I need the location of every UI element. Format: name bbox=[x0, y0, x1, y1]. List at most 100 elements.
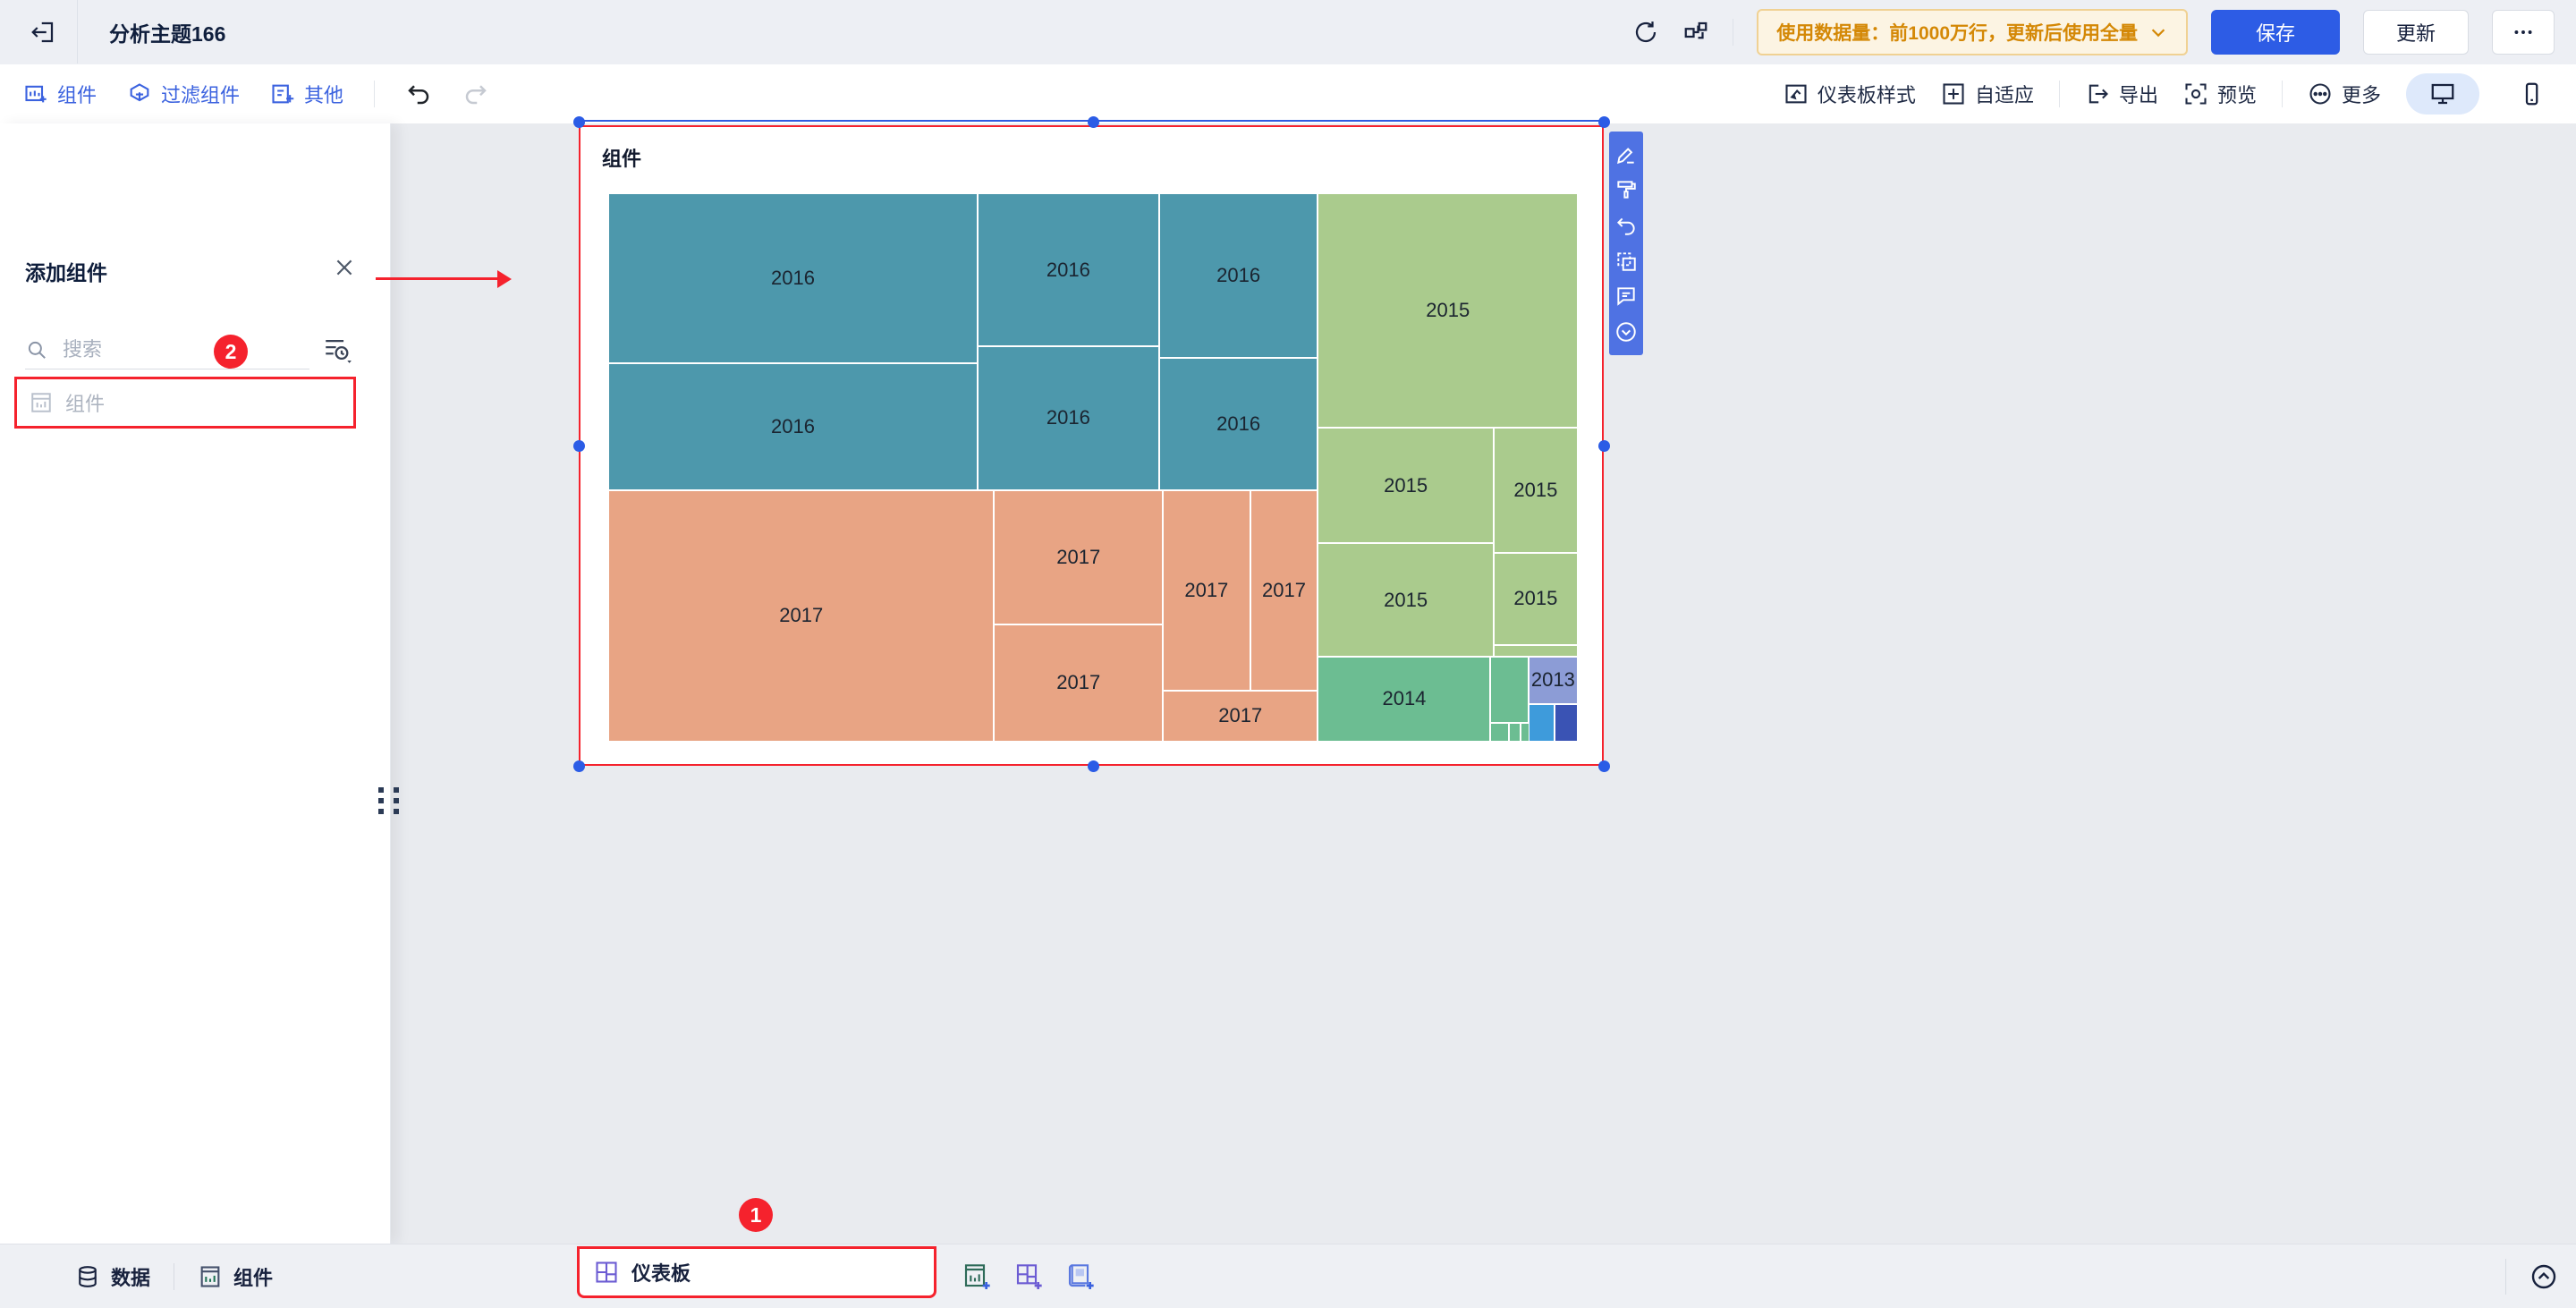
panel-resize-handle[interactable] bbox=[374, 786, 402, 816]
treemap-node[interactable] bbox=[1554, 703, 1578, 742]
add-component-panel: 添加组件 组件 bbox=[0, 123, 399, 1244]
treemap-node[interactable]: 2016 bbox=[978, 346, 1159, 490]
update-button[interactable]: 更新 bbox=[2363, 9, 2469, 55]
treemap-node[interactable]: 2015 bbox=[1318, 543, 1494, 657]
topbar-divider bbox=[77, 0, 78, 64]
treemap-node[interactable]: 2016 bbox=[608, 193, 978, 364]
adaptive-label: 自适应 bbox=[1974, 84, 2034, 106]
chart-tab-icon bbox=[198, 1264, 223, 1289]
revert-icon[interactable] bbox=[1614, 214, 1638, 237]
treemap: 2016 2016 2016 2016 2016 2016 2017 2017 2017 2017… bbox=[608, 193, 1578, 742]
top-bar: 分析主题166 使用数据量：前1000万行，更新后使用全量 保存 更新 bbox=[0, 0, 2576, 65]
treemap-node[interactable] bbox=[1528, 703, 1555, 742]
data-volume-banner[interactable]: 使用数据量：前1000万行，更新后使用全量 bbox=[1757, 8, 2188, 55]
add-report-tab-icon[interactable] bbox=[1066, 1262, 1095, 1291]
toolbar-separator bbox=[2058, 81, 2060, 107]
treemap-node[interactable] bbox=[1493, 645, 1578, 657]
format-brush-icon[interactable] bbox=[1614, 178, 1638, 201]
treemap-component[interactable]: 组件 2016 2016 2016 2016 2016 2016 2017 2017 2017 2… bbox=[579, 125, 1604, 766]
treemap-node[interactable] bbox=[1509, 722, 1521, 742]
adaptive-icon bbox=[1941, 81, 1966, 106]
treemap-node[interactable]: 2015 bbox=[1318, 428, 1494, 544]
step-badge-2: 2 bbox=[214, 335, 248, 369]
toolbar-separator bbox=[2281, 81, 2283, 107]
comment-icon[interactable] bbox=[1614, 285, 1638, 308]
resize-handle-se[interactable] bbox=[1598, 760, 1610, 772]
copy-icon[interactable] bbox=[1614, 250, 1638, 273]
bottombar-right-separator bbox=[2505, 1259, 2506, 1295]
resize-handle-w[interactable] bbox=[573, 440, 585, 452]
resize-handle-ne[interactable] bbox=[1598, 116, 1610, 128]
save-button[interactable]: 保存 bbox=[2211, 9, 2340, 55]
add-dashboard-tab-icon[interactable] bbox=[1014, 1262, 1043, 1291]
tab-data-label: 数据 bbox=[111, 1267, 151, 1289]
search-input[interactable] bbox=[61, 337, 322, 362]
treemap-node[interactable]: 2016 bbox=[978, 193, 1159, 347]
adaptive-button[interactable]: 自适应 bbox=[1941, 80, 2034, 108]
resize-handle-e[interactable] bbox=[1598, 440, 1610, 452]
tab-data[interactable]: 数据 bbox=[75, 1262, 150, 1291]
treemap-node[interactable]: 2017 bbox=[1163, 690, 1318, 742]
resize-handle-n[interactable] bbox=[1088, 116, 1099, 128]
close-icon[interactable] bbox=[333, 256, 356, 279]
tab-component[interactable]: 组件 bbox=[198, 1262, 273, 1291]
treemap-node[interactable]: 2017 bbox=[1163, 489, 1250, 691]
add-component-tab-icon[interactable] bbox=[962, 1262, 991, 1291]
treemap-node[interactable]: 2017 bbox=[1250, 489, 1318, 691]
dashboard-style-button[interactable]: 仪表板样式 bbox=[1784, 80, 1916, 108]
search-filter-icon[interactable] bbox=[322, 335, 352, 365]
desktop-view-toggle[interactable] bbox=[2406, 73, 2479, 115]
step-badge-1: 1 bbox=[739, 1198, 773, 1232]
more-menu-button[interactable]: 更多 bbox=[2308, 80, 2381, 108]
treemap-node[interactable]: 2016 bbox=[1158, 193, 1318, 358]
component-list-item[interactable]: 组件 bbox=[14, 377, 356, 429]
treemap-node[interactable]: 2015 bbox=[1318, 193, 1578, 429]
collapse-panel-icon[interactable] bbox=[2529, 1262, 2558, 1291]
refresh-icon[interactable] bbox=[1632, 19, 1659, 46]
lineage-icon[interactable] bbox=[1682, 19, 1709, 46]
resize-handle-nw[interactable] bbox=[573, 116, 585, 128]
dashboard-grid-icon bbox=[594, 1260, 619, 1285]
mini-chart-icon bbox=[30, 391, 53, 414]
add-other-menu[interactable]: 其他 bbox=[270, 80, 343, 108]
component-toolbar bbox=[1609, 132, 1643, 355]
panel-title: 添加组件 bbox=[25, 261, 107, 285]
treemap-node[interactable]: 2017 bbox=[994, 489, 1164, 624]
treemap-node[interactable]: 2016 bbox=[608, 363, 978, 490]
edit-toolbar: 组件 过滤组件 其他 bbox=[0, 64, 2576, 124]
resize-handle-s[interactable] bbox=[1088, 760, 1099, 772]
tab-dashboard-active[interactable]: 仪表板 bbox=[577, 1246, 936, 1298]
treemap-node[interactable] bbox=[1490, 722, 1510, 742]
preview-button[interactable]: 预览 bbox=[2183, 80, 2257, 108]
add-other-label: 其他 bbox=[304, 84, 344, 106]
banner-text: 使用数据量：前1000万行，更新后使用全量 bbox=[1776, 22, 2138, 44]
treemap-node[interactable]: 2017 bbox=[994, 624, 1164, 742]
treemap-node[interactable] bbox=[1490, 656, 1529, 723]
tab-dashboard-label: 仪表板 bbox=[631, 1262, 691, 1285]
resize-handle-sw[interactable] bbox=[573, 760, 585, 772]
edit-icon[interactable] bbox=[1614, 143, 1638, 166]
exit-icon bbox=[30, 19, 56, 46]
treemap-node[interactable]: 2017 bbox=[608, 489, 995, 742]
treemap-node[interactable]: 2015 bbox=[1493, 428, 1578, 553]
dashboard-style-label: 仪表板样式 bbox=[1817, 84, 1916, 106]
search-row bbox=[25, 331, 322, 369]
back-button[interactable] bbox=[23, 13, 63, 52]
export-button[interactable]: 导出 bbox=[2085, 80, 2158, 108]
bottom-bar: 数据 组件 仪表板 bbox=[0, 1244, 2576, 1308]
treemap-node[interactable]: 2013 bbox=[1528, 656, 1578, 704]
treemap-node[interactable]: 2016 bbox=[1158, 357, 1318, 490]
undo-icon[interactable] bbox=[405, 81, 432, 107]
collapse-toolbar-icon[interactable] bbox=[1614, 320, 1638, 344]
more-options-button[interactable] bbox=[2492, 9, 2555, 55]
other-icon bbox=[270, 81, 295, 106]
mobile-view-toggle[interactable] bbox=[2504, 73, 2558, 115]
monitor-icon bbox=[2429, 81, 2456, 107]
chevron-down-icon bbox=[2148, 22, 2168, 42]
add-filter-component-menu[interactable]: 过滤组件 bbox=[127, 80, 240, 108]
treemap-node[interactable]: 2015 bbox=[1493, 552, 1578, 646]
annotation-arrow bbox=[376, 270, 512, 288]
treemap-node[interactable]: 2014 bbox=[1318, 656, 1491, 742]
redo-icon[interactable] bbox=[462, 81, 489, 107]
add-component-menu[interactable]: 组件 bbox=[23, 80, 97, 108]
